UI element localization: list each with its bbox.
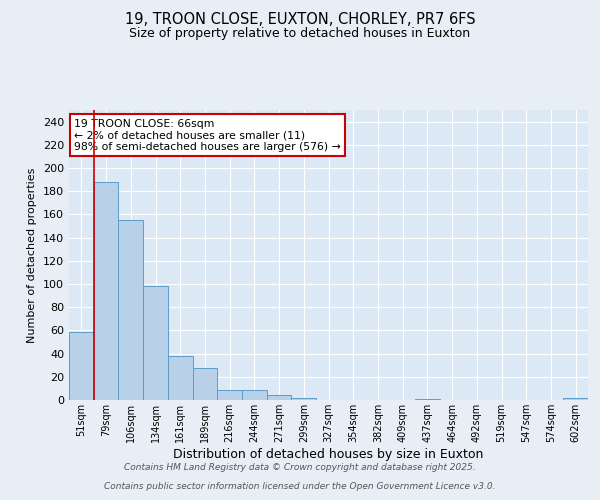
X-axis label: Distribution of detached houses by size in Euxton: Distribution of detached houses by size … [173,448,484,460]
Bar [267,396,292,400]
Text: 19, TROON CLOSE, EUXTON, CHORLEY, PR7 6FS: 19, TROON CLOSE, EUXTON, CHORLEY, PR7 6F… [125,12,475,28]
Text: Size of property relative to detached houses in Euxton: Size of property relative to detached ho… [130,28,470,40]
Bar [242,390,267,400]
Y-axis label: Number of detached properties: Number of detached properties [28,168,37,342]
Text: 19 TROON CLOSE: 66sqm
← 2% of detached houses are smaller (11)
98% of semi-detac: 19 TROON CLOSE: 66sqm ← 2% of detached h… [74,118,341,152]
Bar [118,220,143,400]
Bar [94,182,118,400]
Bar [563,398,588,400]
Text: Contains HM Land Registry data © Crown copyright and database right 2025.: Contains HM Land Registry data © Crown c… [124,464,476,472]
Bar [69,332,94,400]
Bar [168,356,193,400]
Bar [143,286,168,400]
Text: Contains public sector information licensed under the Open Government Licence v3: Contains public sector information licen… [104,482,496,491]
Bar [292,398,316,400]
Bar [217,390,242,400]
Bar [193,368,217,400]
Bar [415,399,440,400]
